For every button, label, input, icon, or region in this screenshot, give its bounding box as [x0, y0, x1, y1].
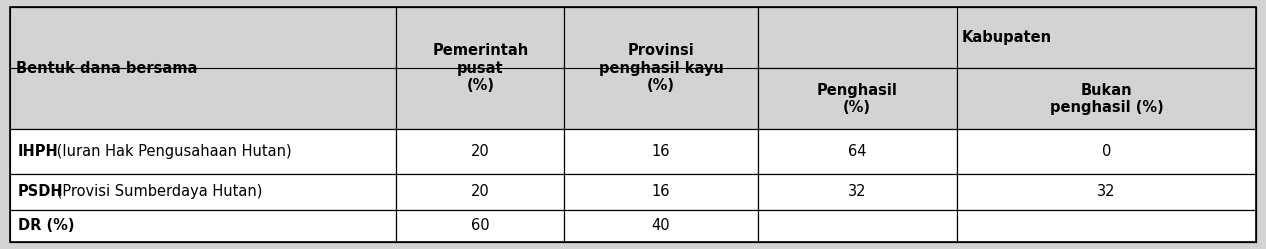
- Text: Bentuk dana bersama: Bentuk dana bersama: [16, 61, 197, 76]
- Bar: [10, 129, 396, 174]
- Text: Kabupaten: Kabupaten: [962, 30, 1052, 45]
- Bar: [10, 7, 396, 129]
- Bar: [396, 129, 565, 174]
- Text: Penghasil
(%): Penghasil (%): [817, 83, 898, 115]
- Text: Bukan
penghasil (%): Bukan penghasil (%): [1050, 83, 1163, 115]
- Text: 20: 20: [471, 184, 490, 199]
- Bar: [757, 210, 957, 242]
- Bar: [565, 210, 757, 242]
- Text: 32: 32: [1098, 184, 1115, 199]
- Bar: [10, 174, 396, 210]
- Bar: [565, 7, 757, 129]
- Text: IHPH: IHPH: [18, 144, 58, 159]
- Bar: [957, 68, 1256, 129]
- Text: 16: 16: [652, 184, 670, 199]
- Text: 40: 40: [652, 218, 670, 233]
- Text: 64: 64: [848, 144, 866, 159]
- Text: 60: 60: [471, 218, 490, 233]
- Bar: [396, 210, 565, 242]
- Text: 16: 16: [652, 144, 670, 159]
- Text: Provinsi
penghasil kayu
(%): Provinsi penghasil kayu (%): [599, 43, 723, 93]
- Bar: [396, 174, 565, 210]
- Text: DR (%): DR (%): [18, 218, 75, 233]
- Bar: [565, 129, 757, 174]
- Text: Pemerintah
pusat
(%): Pemerintah pusat (%): [432, 43, 528, 93]
- Bar: [10, 210, 396, 242]
- Bar: [757, 7, 1256, 68]
- Text: 20: 20: [471, 144, 490, 159]
- Text: 0: 0: [1101, 144, 1112, 159]
- Bar: [957, 210, 1256, 242]
- Text: (Iuran Hak Pengusahaan Hutan): (Iuran Hak Pengusahaan Hutan): [52, 144, 291, 159]
- Bar: [757, 129, 957, 174]
- Text: (Provisi Sumberdaya Hutan): (Provisi Sumberdaya Hutan): [52, 184, 262, 199]
- Bar: [396, 7, 565, 129]
- Bar: [757, 68, 957, 129]
- Bar: [565, 174, 757, 210]
- Text: 32: 32: [848, 184, 866, 199]
- Text: PSDH: PSDH: [18, 184, 63, 199]
- Bar: [757, 174, 957, 210]
- Bar: [957, 129, 1256, 174]
- Bar: [957, 174, 1256, 210]
